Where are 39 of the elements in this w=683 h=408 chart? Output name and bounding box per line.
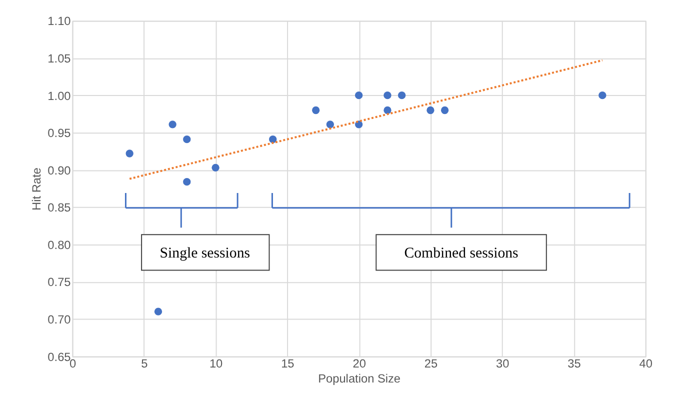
point — [126, 150, 134, 158]
x-tick-label: 15 — [281, 356, 295, 371]
x-tick-label: 35 — [568, 356, 582, 371]
y-tick-label: 1.05 — [48, 52, 72, 66]
x-tick-label: 30 — [496, 356, 510, 371]
point — [154, 308, 162, 316]
y-tick-label: 0.65 — [48, 350, 72, 364]
x-axis-title: Population Size — [318, 372, 401, 386]
y-tick-label: 0.70 — [48, 312, 72, 326]
y-tick-label: 1.10 — [48, 14, 72, 28]
x-tick-label: 10 — [209, 356, 224, 371]
point — [326, 120, 334, 128]
point — [312, 106, 320, 114]
point — [398, 92, 406, 100]
x-tick-label: 0 — [69, 356, 76, 371]
y-axis-title: Hit Rate — [30, 167, 44, 210]
x-tick-label: 25 — [424, 356, 438, 371]
point — [426, 106, 434, 114]
point — [598, 92, 606, 100]
y-tick-label: 0.95 — [48, 126, 72, 140]
point — [183, 136, 191, 144]
x-tick-label: 20 — [352, 356, 366, 371]
x-tick-label: 5 — [141, 356, 148, 371]
point — [440, 106, 449, 114]
point — [384, 92, 392, 100]
point — [269, 136, 277, 144]
y-tick-label: 1.00 — [48, 88, 72, 103]
point — [168, 120, 176, 128]
annotation: Single sessions — [160, 245, 250, 262]
y-tick-label: 0.75 — [48, 275, 72, 290]
y-tick-label: 0.85 — [48, 200, 72, 215]
point — [212, 164, 220, 172]
y-tick-label: 0.90 — [48, 163, 72, 178]
point — [384, 106, 392, 114]
annotation: Combined sessions — [404, 245, 519, 262]
x-tick-label: 40 — [639, 356, 653, 371]
point — [183, 178, 191, 186]
point — [354, 92, 363, 100]
y-tick-label: 0.80 — [48, 238, 72, 252]
